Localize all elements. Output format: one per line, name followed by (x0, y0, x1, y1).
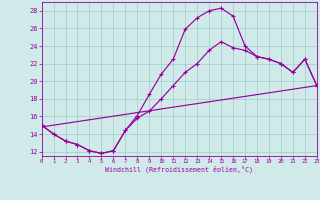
X-axis label: Windchill (Refroidissement éolien,°C): Windchill (Refroidissement éolien,°C) (105, 166, 253, 173)
